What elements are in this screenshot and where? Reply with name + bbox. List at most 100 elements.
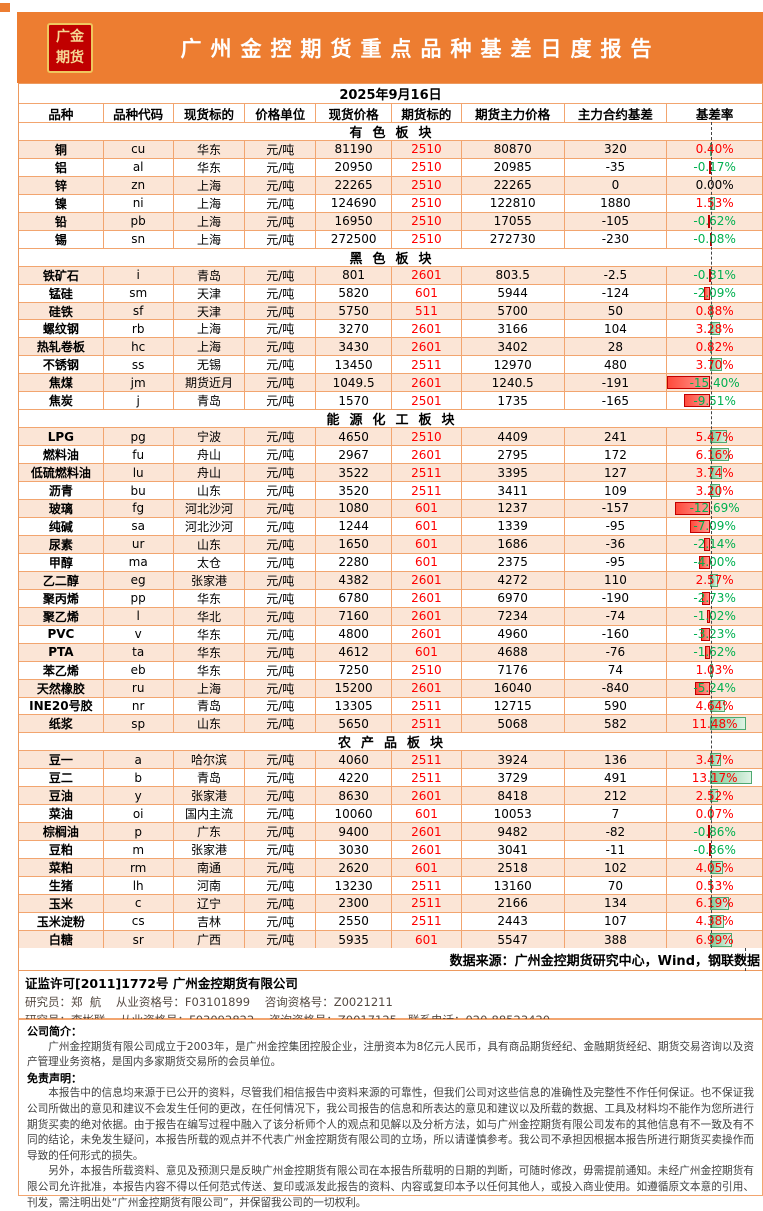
cell-main-basis: -95 — [565, 517, 668, 535]
basis-rate-bar — [700, 627, 710, 641]
cell-futures-target: 2511 — [392, 715, 462, 733]
cell-futures-main-price: 3402 — [462, 338, 565, 356]
cell-basis-rate: 0.88% — [667, 303, 762, 320]
basis-rate-bar — [709, 573, 718, 587]
cell-variety: 菜粕 — [19, 859, 104, 877]
cell-futures-main-price: 6970 — [462, 589, 565, 607]
cell-futures-main-price: 9482 — [462, 823, 565, 841]
cell-spot-price: 4800 — [316, 625, 392, 643]
cell-futures-target: 2511 — [392, 877, 462, 894]
cell-price-unit: 元/吨 — [245, 212, 317, 230]
cell-spot-price: 3270 — [316, 320, 392, 338]
cell-futures-main-price: 4272 — [462, 571, 565, 589]
cell-futures-target: 2511 — [392, 482, 462, 500]
cell-spot-target: 天津 — [174, 302, 246, 320]
page-break-line-vertical-short — [745, 948, 746, 971]
cell-spot-target: 华东 — [174, 589, 246, 607]
cell-futures-target: 2511 — [392, 769, 462, 787]
cell-futures-target: 601 — [392, 930, 462, 949]
basis-rate-value: -7.09% — [693, 519, 736, 534]
cell-futures-main-price: 122810 — [462, 194, 565, 212]
cell-main-basis: 102 — [565, 859, 668, 877]
cell-spot-target: 华北 — [174, 607, 246, 625]
cell-price-unit: 元/吨 — [245, 571, 317, 589]
cell-variety: 焦煤 — [19, 374, 104, 392]
cell-price-unit: 元/吨 — [245, 553, 317, 571]
cell-price-unit: 元/吨 — [245, 805, 317, 823]
cell-variety: INE20号胶 — [19, 697, 104, 715]
cell-futures-target: 601 — [392, 859, 462, 877]
researcher-line-1: 研究员：郑 航 从业资格号：F03101899 咨询资格号：Z0021211 — [25, 995, 393, 1009]
cell-code: eg — [104, 571, 174, 589]
col-spot-target: 现货标的 — [174, 104, 246, 122]
cell-spot-target: 舟山 — [174, 464, 246, 482]
cell-basis-rate: -2.73% — [667, 590, 762, 607]
basis-rate-value: 0.07% — [695, 806, 734, 821]
cell-price-unit: 元/吨 — [245, 482, 317, 500]
cell-main-basis: 104 — [565, 320, 668, 338]
cell-code: ss — [104, 356, 174, 374]
cell-spot-target: 上海 — [174, 230, 246, 248]
intro-heading: 公司简介： — [27, 1025, 82, 1038]
cell-code: sa — [104, 517, 174, 535]
cell-basis-rate: -3.23% — [667, 626, 762, 643]
cell-basis-rate: 1.53% — [667, 195, 762, 212]
cell-price-unit: 元/吨 — [245, 446, 317, 464]
cell-variety: 天然橡胶 — [19, 679, 104, 697]
table-row: PTA ta 华东 元/吨 4612 601 4688 -76 -1.62% — [19, 643, 762, 662]
cell-futures-main-price: 12715 — [462, 697, 565, 715]
basis-rate-value: 6.19% — [695, 896, 734, 911]
col-futures-target: 期货标的 — [392, 104, 462, 122]
cell-price-unit: 元/吨 — [245, 607, 317, 625]
basis-rate-value: -3.23% — [693, 627, 736, 642]
intro-paragraph: 广州金控期货有限公司成立于2003年，是广州金控集团控股企业，注册资本为8亿元人… — [27, 1040, 754, 1069]
table-row: 豆油 y 张家港 元/吨 8630 2601 8418 212 2.52% — [19, 787, 762, 806]
cell-futures-target: 601 — [392, 517, 462, 535]
basis-rate-value: -1.62% — [693, 645, 736, 660]
license-block: 证监许可[2011]1772号 广州金控期货有限公司 研究员：郑 航 从业资格号… — [18, 971, 763, 1027]
cell-main-basis: 134 — [565, 894, 668, 912]
cell-variety: 锌 — [19, 176, 104, 194]
cell-futures-main-price: 2443 — [462, 912, 565, 930]
company-logo: 广金 期货 — [47, 22, 93, 73]
basis-rate-bar — [703, 537, 710, 551]
cell-price-unit: 元/吨 — [245, 679, 317, 697]
basis-rate-value: -0.31% — [693, 268, 736, 283]
basis-rate-bar — [702, 591, 710, 605]
table-row: 豆一 a 哈尔滨 元/吨 4060 2511 3924 136 3.47% — [19, 751, 762, 770]
company-intro-disclaimer: 公司简介： 广州金控期货有限公司成立于2003年，是广州金控集团控股企业，注册资… — [18, 1019, 763, 1209]
cell-basis-rate: -0.17% — [667, 159, 762, 176]
cell-code: ur — [104, 535, 174, 553]
cell-code: pg — [104, 428, 174, 446]
table-row: 铁矿石 i 青岛 元/吨 801 2601 803.5 -2.5 -0.31% — [19, 266, 762, 285]
table-row: 焦煤 jm 期货近月 元/吨 1049.5 2601 1240.5 -191 -15.40% — [19, 374, 762, 393]
cell-basis-rate: 0.53% — [667, 877, 762, 894]
cell-variety: 甲醇 — [19, 553, 104, 571]
basis-rate-bar — [709, 466, 722, 480]
disclaimer-heading: 免责声明： — [27, 1071, 82, 1085]
cell-basis-rate: 3.70% — [667, 356, 762, 373]
cell-basis-rate: 3.47% — [667, 751, 762, 768]
cell-futures-main-price: 4409 — [462, 428, 565, 446]
cell-code: rb — [104, 320, 174, 338]
cell-futures-main-price: 2795 — [462, 446, 565, 464]
cell-futures-target: 2511 — [392, 464, 462, 482]
cell-futures-target: 601 — [392, 805, 462, 823]
cell-basis-rate: 6.19% — [667, 895, 762, 912]
cell-code: sf — [104, 302, 174, 320]
cell-futures-target: 601 — [392, 643, 462, 661]
cell-futures-target: 2601 — [392, 841, 462, 859]
cell-spot-target: 上海 — [174, 338, 246, 356]
cell-spot-target: 山东 — [174, 482, 246, 500]
cell-price-unit: 元/吨 — [245, 140, 317, 158]
cell-code: l — [104, 607, 174, 625]
cell-main-basis: 28 — [565, 338, 668, 356]
cell-futures-target: 2511 — [392, 697, 462, 715]
table-row: LPG pg 宁波 元/吨 4650 2510 4409 241 5.47% — [19, 428, 762, 447]
cell-futures-target: 2601 — [392, 625, 462, 643]
basis-rate-bar — [704, 286, 710, 300]
cell-main-basis: -230 — [565, 230, 668, 248]
cell-basis-rate: 5.47% — [667, 428, 762, 445]
cell-spot-target: 河南 — [174, 877, 246, 894]
cell-main-basis: -35 — [565, 158, 668, 176]
